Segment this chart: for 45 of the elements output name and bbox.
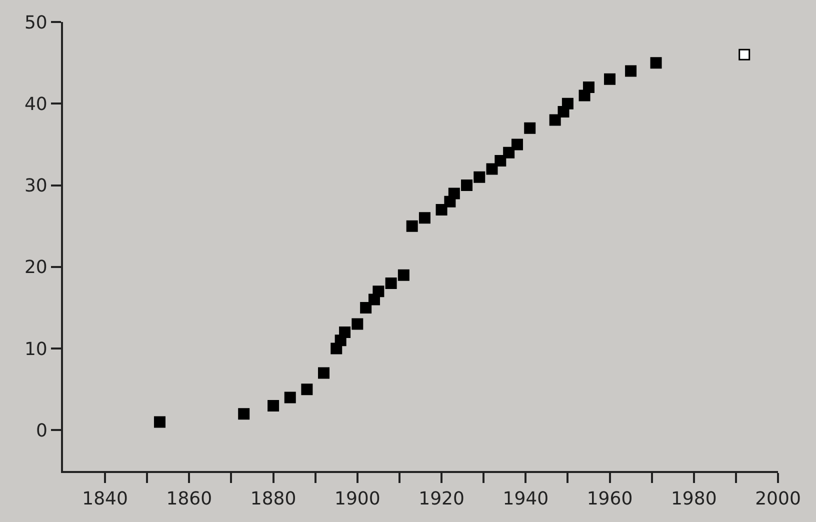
y-tick-label: 40 [24, 94, 48, 115]
point [372, 286, 384, 298]
point [318, 367, 330, 379]
y-tick-label: 0 [36, 420, 48, 442]
point [385, 277, 397, 289]
x-tick-label: 1880 [250, 488, 296, 510]
point [582, 82, 594, 94]
x-tick-label: 1900 [334, 488, 380, 510]
point [625, 65, 637, 77]
point [448, 188, 460, 200]
point [650, 57, 662, 69]
point [339, 326, 351, 338]
point [301, 384, 313, 396]
point [154, 416, 166, 428]
point [238, 408, 250, 420]
point [474, 171, 486, 183]
y-tick-label: 10 [24, 338, 48, 360]
x-tick-label: 2000 [755, 488, 801, 510]
x-tick-label: 1960 [586, 488, 633, 510]
x-tick-label: 1920 [418, 488, 464, 510]
point [738, 48, 750, 60]
point [398, 269, 410, 281]
x-tick-label: 1980 [670, 488, 717, 510]
point [436, 204, 448, 216]
point [503, 146, 515, 158]
x-tick-label: 1940 [502, 488, 549, 510]
point [524, 122, 536, 134]
y-tick-label: 50 [24, 12, 48, 34]
point [511, 138, 523, 150]
x-tick-label: 1860 [166, 488, 212, 510]
point [418, 212, 430, 224]
y-tick-label: 30 [24, 176, 48, 197]
point [352, 318, 364, 330]
point [494, 155, 506, 167]
point [268, 400, 280, 412]
point [562, 98, 574, 110]
point [486, 163, 498, 175]
point [360, 302, 372, 314]
y-tick-label: 20 [24, 257, 48, 278]
point [406, 220, 418, 232]
point [549, 114, 561, 126]
point [461, 180, 473, 192]
x-tick-label: 1840 [82, 488, 128, 510]
point [284, 392, 296, 404]
point [604, 73, 616, 85]
